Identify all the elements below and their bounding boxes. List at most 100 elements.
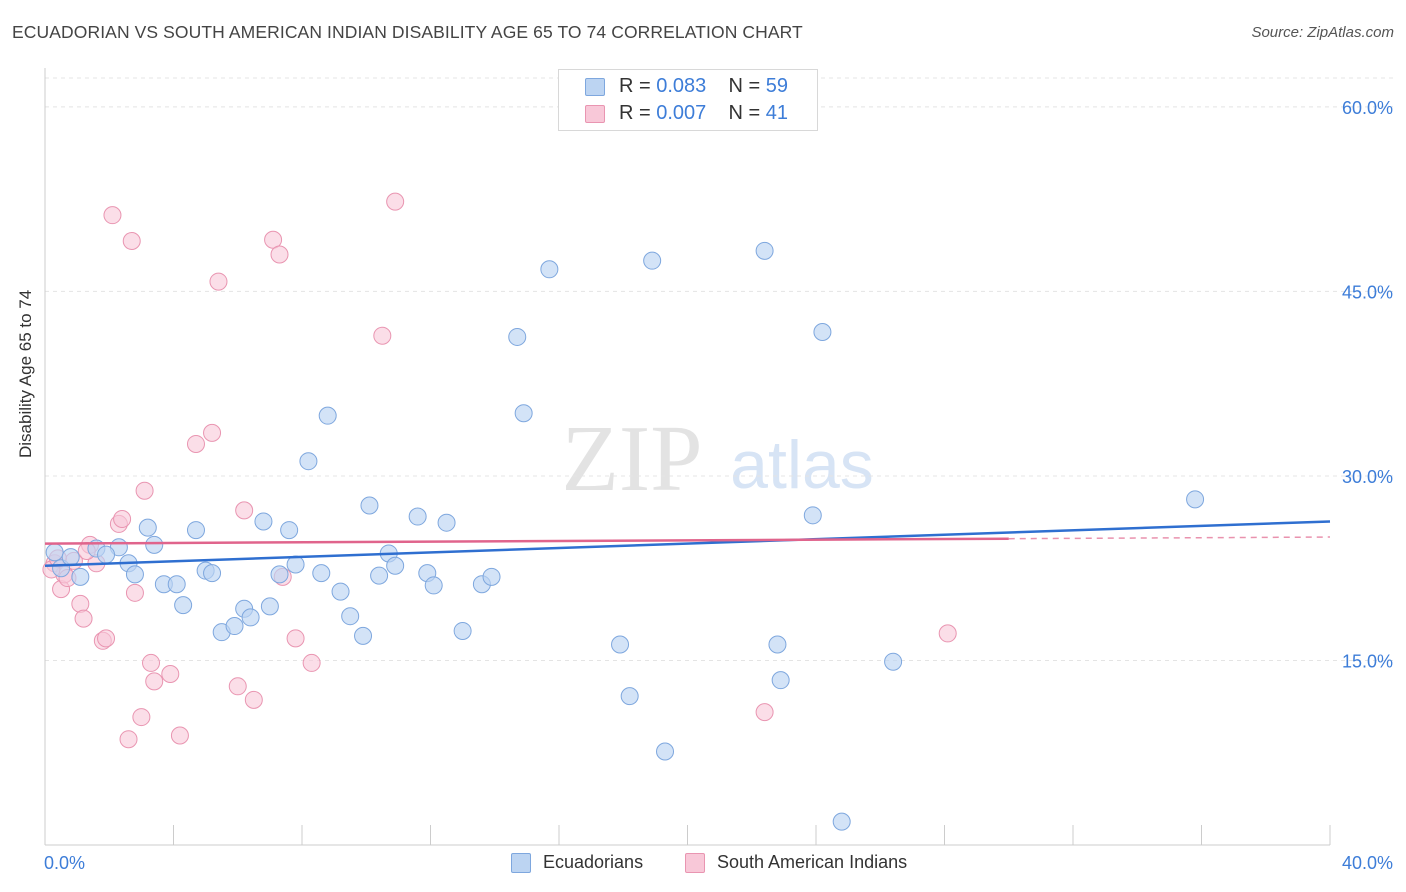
- data-point-south-american-indians: [125, 583, 144, 602]
- data-point-ecuadorians: [1186, 490, 1205, 509]
- data-point-ecuadorians: [540, 260, 559, 279]
- data-point-ecuadorians: [186, 521, 205, 540]
- data-point-south-american-indians: [938, 624, 957, 643]
- data-point-south-american-indians: [122, 231, 141, 250]
- data-point-south-american-indians: [755, 703, 774, 722]
- data-point-ecuadorians: [453, 621, 472, 640]
- data-point-south-american-indians: [203, 423, 222, 442]
- data-point-south-american-indians: [74, 609, 93, 628]
- data-point-south-american-indians: [97, 629, 116, 648]
- data-point-ecuadorians: [803, 506, 822, 525]
- data-point-south-american-indians: [119, 730, 138, 749]
- data-point-ecuadorians: [145, 535, 164, 554]
- data-point-ecuadorians: [225, 617, 244, 636]
- chart-title: ECUADORIAN VS SOUTH AMERICAN INDIAN DISA…: [12, 22, 803, 42]
- data-point-ecuadorians: [312, 564, 331, 583]
- data-point-south-american-indians: [132, 708, 151, 727]
- data-point-south-american-indians: [135, 481, 154, 500]
- data-point-ecuadorians: [270, 565, 289, 584]
- data-point-ecuadorians: [318, 406, 337, 425]
- data-point-ecuadorians: [620, 687, 639, 706]
- data-point-ecuadorians: [437, 513, 456, 532]
- data-point-south-american-indians: [103, 206, 122, 225]
- data-point-ecuadorians: [424, 576, 443, 595]
- watermark-atlas: atlas: [730, 427, 874, 503]
- trend-line-south-american-indians: [44, 537, 1009, 545]
- data-point-ecuadorians: [280, 521, 299, 540]
- data-point-ecuadorians: [884, 652, 903, 671]
- data-point-south-american-indians: [286, 629, 305, 648]
- data-point-ecuadorians: [331, 582, 350, 601]
- legend-pink-swatch: [685, 853, 705, 873]
- watermark-zip: ZIP: [562, 407, 703, 511]
- data-point-ecuadorians: [656, 742, 675, 761]
- data-point-ecuadorians: [643, 251, 662, 270]
- data-point-ecuadorians: [611, 635, 630, 654]
- data-point-ecuadorians: [354, 626, 373, 645]
- data-point-ecuadorians: [360, 496, 379, 515]
- data-point-south-american-indians: [145, 672, 164, 691]
- data-point-south-american-indians: [235, 501, 254, 520]
- blue-r-value: 0.083: [656, 75, 707, 97]
- data-point-ecuadorians: [61, 548, 80, 567]
- data-point-south-american-indians: [71, 594, 90, 613]
- data-point-ecuadorians: [260, 597, 279, 616]
- trend-line-ecuadorians: [44, 520, 1331, 568]
- stats-box: R = 0.083 N = 59 R = 0.007 N = 41: [558, 69, 818, 131]
- pink-n-label: N =: [728, 102, 761, 124]
- data-point-ecuadorians: [203, 564, 222, 583]
- data-point-south-american-indians: [161, 665, 180, 684]
- legend-label-ecuadorians: Ecuadorians: [543, 852, 644, 872]
- data-point-south-american-indians: [302, 653, 321, 672]
- pink-r-label: R =: [619, 102, 651, 124]
- data-point-ecuadorians: [138, 518, 157, 537]
- blue-n-value: 59: [765, 75, 789, 97]
- blue-n-label: N =: [728, 75, 761, 97]
- data-point-ecuadorians: [125, 565, 144, 584]
- y-tick-label: 30.0%: [1342, 467, 1393, 487]
- data-point-ecuadorians: [832, 812, 851, 831]
- y-tick-label: 45.0%: [1342, 282, 1393, 302]
- data-point-ecuadorians: [482, 567, 501, 586]
- data-point-ecuadorians: [241, 608, 260, 627]
- data-point-ecuadorians: [771, 671, 790, 690]
- data-point-ecuadorians: [370, 566, 389, 585]
- data-point-south-american-indians: [209, 272, 228, 291]
- data-point-ecuadorians: [514, 404, 533, 423]
- data-point-ecuadorians: [386, 556, 405, 575]
- pink-n-value: 41: [765, 102, 789, 124]
- x-tick-label-min: 0.0%: [44, 853, 85, 873]
- data-point-south-american-indians: [373, 326, 392, 345]
- blue-swatch: [585, 78, 605, 96]
- y-axis-label: Disability Age 65 to 74: [16, 289, 35, 458]
- pink-r-value: 0.007: [656, 102, 707, 124]
- data-point-south-american-indians: [228, 677, 247, 696]
- data-point-ecuadorians: [768, 635, 787, 654]
- data-point-ecuadorians: [71, 567, 90, 586]
- blue-r-label: R =: [619, 75, 651, 97]
- data-point-ecuadorians: [174, 596, 193, 615]
- data-point-ecuadorians: [45, 543, 64, 562]
- data-point-ecuadorians: [408, 507, 427, 526]
- data-point-ecuadorians: [299, 452, 318, 471]
- data-point-ecuadorians: [508, 327, 527, 346]
- data-point-ecuadorians: [813, 323, 832, 342]
- data-point-south-american-indians: [244, 690, 263, 709]
- y-tick-label: 15.0%: [1342, 651, 1393, 671]
- data-point-ecuadorians: [254, 512, 273, 531]
- source-label: Source: ZipAtlas.com: [1251, 24, 1394, 41]
- trend-line-south-american-indians-extension: [1008, 536, 1331, 540]
- data-point-south-american-indians: [142, 653, 161, 672]
- data-point-ecuadorians: [341, 607, 360, 626]
- data-point-south-american-indians: [186, 434, 205, 453]
- data-point-south-american-indians: [270, 245, 289, 264]
- data-point-ecuadorians: [755, 241, 774, 260]
- data-point-south-american-indians: [170, 726, 189, 745]
- legend-label-south-american-indians: South American Indians: [717, 852, 908, 872]
- data-point-south-american-indians: [113, 510, 132, 529]
- pink-swatch: [585, 105, 605, 123]
- data-point-ecuadorians: [97, 545, 116, 564]
- y-tick-label: 60.0%: [1342, 98, 1393, 118]
- data-point-ecuadorians: [167, 575, 186, 594]
